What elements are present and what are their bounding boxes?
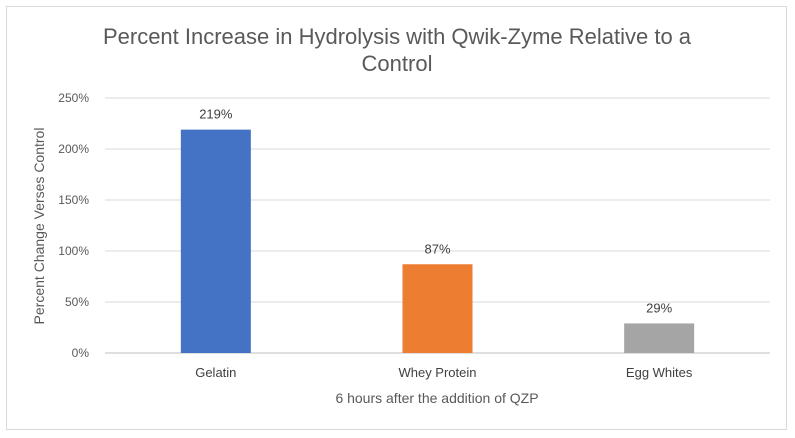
y-tick-label: 250% (58, 91, 89, 105)
x-axis-label: 6 hours after the addition of QZP (335, 390, 538, 406)
data-labels: 219% 87% 29% (199, 107, 672, 316)
y-tick-label: 200% (58, 142, 89, 156)
x-axis-categories: Gelatin Whey Protein Egg Whites (195, 365, 693, 380)
y-tick-label: 150% (58, 193, 89, 207)
y-axis-label: Percent Change Verses Control (31, 128, 47, 325)
y-tick-label: 100% (58, 244, 89, 258)
chart-frame (6, 6, 787, 430)
y-tick-label: 50% (65, 295, 89, 309)
bar-egg-whites (624, 323, 695, 353)
category-label: Gelatin (195, 365, 236, 380)
category-label: Egg Whites (626, 365, 693, 380)
category-label: Whey Protein (398, 365, 476, 380)
chart-title-line-2: Control (362, 51, 433, 76)
chart-title-line-1: Percent Increase in Hydrolysis with Qwik… (103, 24, 692, 49)
data-label: 87% (424, 241, 450, 256)
y-axis-ticks: 0% 50% 100% 150% 200% 250% (58, 91, 89, 360)
y-tick-label: 0% (72, 346, 90, 360)
bars (180, 129, 695, 353)
bar-whey-protein (402, 264, 473, 353)
data-label: 29% (646, 300, 672, 315)
data-label: 219% (199, 107, 233, 122)
bar-gelatin (180, 129, 251, 353)
